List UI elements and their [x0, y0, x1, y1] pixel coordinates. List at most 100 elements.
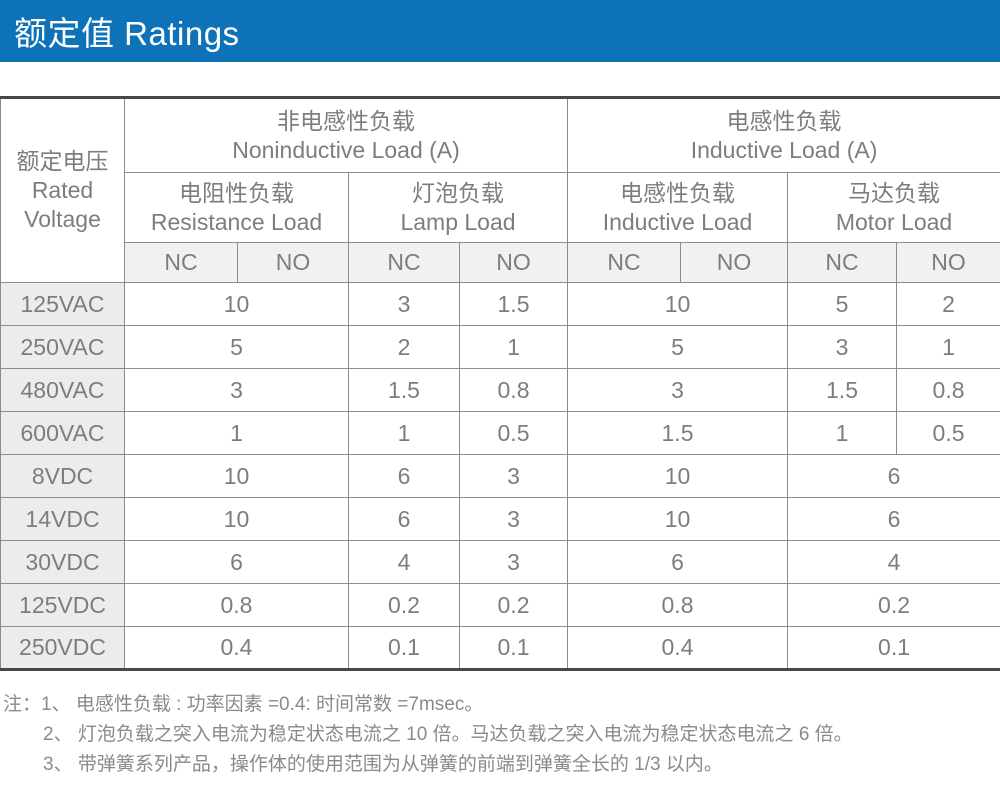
table-row: 125VDC 0.8 0.2 0.2 0.8 0.2 [0, 583, 1000, 627]
rating-value-cell: 1 [787, 411, 898, 455]
contact-header-nc: NC [348, 242, 460, 283]
sub-header-motor-load: 马达负载 Motor Load [787, 172, 1000, 243]
ratings-table-header: 额定电压 Rated Voltage 非电感性负载 Noninductive L… [0, 97, 1000, 283]
spacer [0, 62, 1000, 96]
rating-value-cell: 0.1 [458, 626, 569, 670]
contact-header-nc: NC [787, 242, 898, 283]
rating-value-cell: 0.8 [124, 583, 349, 627]
rating-value-cell: 1 [896, 325, 1000, 369]
row-label-voltage: 8VDC [0, 454, 125, 498]
rating-value-cell: 2 [348, 325, 460, 369]
rating-value-cell: 0.1 [348, 626, 460, 670]
group-header-zh: 电感性负载 [726, 107, 842, 134]
rating-value-cell: 5 [124, 325, 349, 369]
row-label-voltage: 480VAC [0, 368, 125, 412]
contact-header-no: NO [237, 242, 349, 283]
sub-header-zh: 电阻性负载 [179, 179, 294, 206]
sub-header-resistance-load: 电阻性负载 Resistance Load [124, 172, 349, 243]
table-row: 250VDC 0.4 0.1 0.1 0.4 0.1 [0, 626, 1000, 670]
rating-value-cell: 3 [124, 368, 349, 412]
rating-value-cell: 1.5 [567, 411, 789, 455]
rating-value-cell: 10 [124, 454, 349, 498]
rating-value-cell: 10 [567, 282, 789, 326]
ratings-table: 额定电压 Rated Voltage 非电感性负载 Noninductive L… [0, 96, 1000, 671]
rating-value-cell: 4 [348, 540, 460, 584]
rating-value-cell: 0.8 [458, 368, 569, 412]
group-header-row: 额定电压 Rated Voltage 非电感性负载 Noninductive L… [0, 97, 1000, 283]
rating-value-cell: 6 [348, 454, 460, 498]
rating-value-cell: 0.2 [458, 583, 569, 627]
rating-value-cell: 3 [348, 282, 460, 326]
rating-value-cell: 0.2 [787, 583, 1000, 627]
rating-value-cell: 0.4 [567, 626, 789, 670]
rating-value-cell: 0.8 [896, 368, 1000, 412]
rating-value-cell: 5 [787, 282, 898, 326]
rating-value-cell: 0.1 [787, 626, 1000, 670]
group-header-zh: 非电感性负载 [277, 107, 415, 134]
sub-header-lamp-load: 灯泡负载 Lamp Load [347, 172, 569, 243]
sub-header-zh: 马达负载 [848, 179, 941, 206]
table-row: 600VAC 1 1 0.5 1.5 1 0.5 [0, 411, 1000, 455]
sub-header-zh: 电感性负载 [620, 179, 736, 206]
corner-header-zh: 额定电压 [16, 148, 109, 175]
sub-header-en: Lamp Load [400, 208, 516, 235]
note-line-3: 3、 带弹簧系列产品，操作体的使用范围为从弹簧的前端到弹簧全长的 1/3 以内。 [43, 754, 723, 775]
row-label-voltage: 600VAC [0, 411, 125, 455]
table-row: 8VDC 10 6 3 10 6 [0, 454, 1000, 498]
sub-header-en: Resistance Load [150, 208, 323, 235]
rating-value-cell: 10 [124, 497, 349, 541]
rating-value-cell: 10 [567, 497, 789, 541]
rating-value-cell: 0.5 [458, 411, 569, 455]
rating-value-cell: 3 [458, 540, 569, 584]
sub-header-inductive-load: 电感性负载 Inductive Load [567, 172, 789, 243]
table-row: 480VAC 3 1.5 0.8 3 1.5 0.8 [0, 368, 1000, 412]
rating-value-cell: 1.5 [348, 368, 460, 412]
table-row: 250VAC 5 2 1 5 3 1 [0, 325, 1000, 369]
rating-value-cell: 10 [567, 454, 789, 498]
row-label-voltage: 14VDC [0, 497, 125, 541]
sub-header-en: Motor Load [835, 208, 953, 235]
row-label-voltage: 250VAC [0, 325, 125, 369]
table-row: 14VDC 10 6 3 10 6 [0, 497, 1000, 541]
rating-value-cell: 0.2 [348, 583, 460, 627]
group-header-noninductive-load: 非电感性负载 Noninductive Load (A) [123, 97, 569, 173]
rating-value-cell: 6 [567, 540, 789, 584]
sub-header-en: Inductive Load [602, 208, 753, 235]
rating-value-cell: 3 [458, 497, 569, 541]
rating-value-cell: 10 [124, 282, 349, 326]
ratings-table-body: 125VAC 10 3 1.5 10 5 2 250VAC 5 2 1 5 3 1 480VAC 3 1.5 0.… [0, 282, 1000, 670]
row-label-voltage: 125VAC [0, 282, 125, 326]
corner-header-en: Rated Voltage [24, 177, 101, 232]
rating-value-cell: 3 [567, 368, 789, 412]
contact-header-row: NC NO NC NO NC NO NC NO [1, 242, 1000, 283]
note-line-1: 注：1、 电感性负载 : 功率因素 =0.4: 时间常数 =7msec。 [3, 694, 484, 715]
row-label-voltage: 30VDC [0, 540, 125, 584]
rating-value-cell: 1.5 [787, 368, 898, 412]
rating-value-cell: 1 [458, 325, 569, 369]
section-header-bar: 额定值 Ratings [0, 0, 1000, 62]
row-label-voltage: 125VDC [0, 583, 125, 627]
sub-header-zh: 灯泡负载 [412, 179, 504, 206]
rating-value-cell: 0.5 [896, 411, 1000, 455]
group-header-inductive-load: 电感性负载 Inductive Load (A) [567, 97, 1000, 173]
rating-value-cell: 4 [787, 540, 1000, 584]
contact-header-nc: NC [124, 242, 238, 283]
rating-value-cell: 1.5 [458, 282, 569, 326]
rating-value-cell: 5 [567, 325, 789, 369]
contact-header-no: NO [680, 242, 789, 283]
rating-value-cell: 2 [896, 282, 1000, 326]
group-header-en: Noninductive Load (A) [232, 136, 460, 163]
rating-value-cell: 6 [787, 454, 1000, 498]
notes-section: 注：1、 电感性负载 : 功率因素 =0.4: 时间常数 =7msec。 2、 … [0, 690, 1000, 780]
contact-header-no: NO [896, 242, 1000, 283]
table-row: 30VDC 6 4 3 6 4 [0, 540, 1000, 584]
note-line-2: 2、 灯泡负载之突入电流为稳定状态电流之 10 倍。马达负载之突入电流为稳定状态… [43, 724, 853, 745]
corner-header-rated-voltage: 额定电压 Rated Voltage [0, 97, 125, 283]
rating-value-cell: 6 [124, 540, 349, 584]
rating-value-cell: 1 [348, 411, 460, 455]
group-header-en: Inductive Load (A) [690, 136, 878, 163]
rating-value-cell: 6 [348, 497, 460, 541]
section-title: 额定值 Ratings [14, 15, 240, 52]
contact-header-no: NO [458, 242, 569, 283]
row-label-voltage: 250VDC [0, 626, 125, 670]
